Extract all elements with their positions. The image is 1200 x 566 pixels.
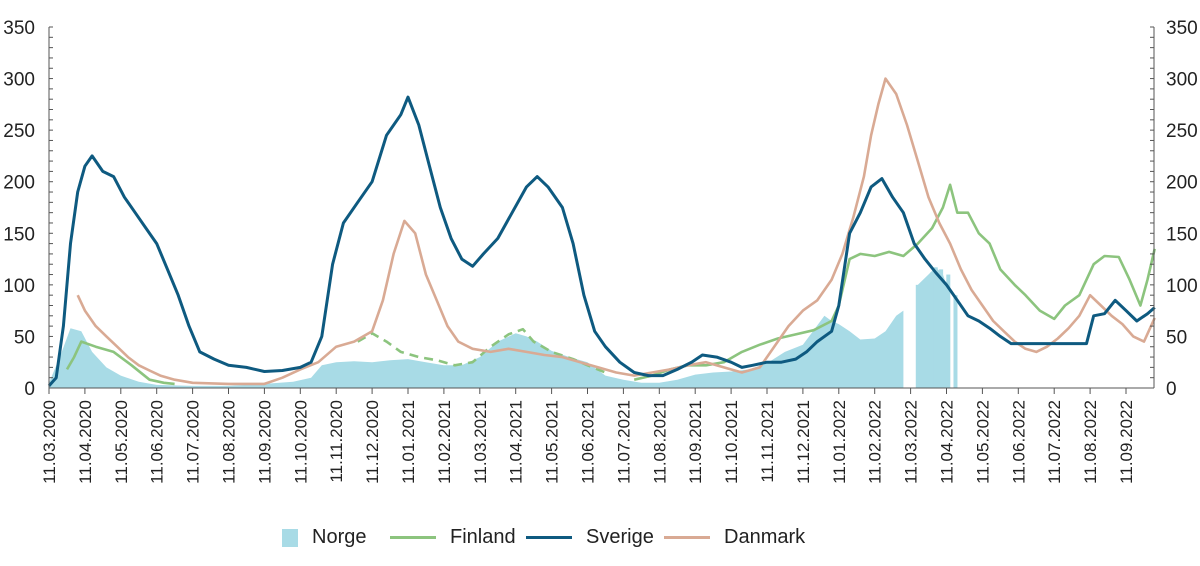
x-tick-label: 11.07.2022 bbox=[1045, 400, 1064, 484]
axes-layer: 0 0 50 50 100 100 150 150 200 200 250 250 300 300 350 3… bbox=[3, 18, 1197, 484]
x-tick-label: 11.09.2021 bbox=[686, 400, 705, 484]
x-tick-label: 11.03.2022 bbox=[902, 400, 921, 484]
y-tick-label-right: 350 bbox=[1166, 18, 1198, 39]
x-tick-label: 11.08.2020 bbox=[220, 400, 239, 484]
legend-item-danmark: Danmark bbox=[664, 526, 805, 549]
legend-swatch-norge bbox=[282, 528, 298, 547]
norge-bar bbox=[926, 276, 931, 388]
x-tick-label: 11.06.2020 bbox=[148, 400, 167, 484]
x-tick-label: 11.02.2022 bbox=[866, 400, 885, 484]
norge-bar bbox=[933, 267, 938, 388]
series-line-sverige bbox=[47, 95, 1156, 387]
y-tick-label-left: 350 bbox=[3, 18, 35, 39]
y-tick-label-right: 250 bbox=[1166, 121, 1198, 142]
norge-bar bbox=[953, 295, 958, 388]
x-tick-label: 11.03.2021 bbox=[471, 400, 490, 484]
x-tick-label: 11.02.2021 bbox=[435, 400, 454, 484]
x-tick-label: 11.05.2020 bbox=[112, 400, 131, 484]
x-tick-label: 11.01.2021 bbox=[399, 400, 418, 484]
norge-bar bbox=[946, 274, 951, 388]
series-line-finland bbox=[65, 340, 175, 386]
y-tick-label-left: 200 bbox=[3, 173, 35, 194]
x-tick-label: 11.11.2020 bbox=[327, 400, 346, 483]
x-tick-label: 11.10.2021 bbox=[722, 400, 741, 484]
x-tick-label: 11.01.2022 bbox=[830, 400, 849, 484]
y-tick-label-right: 150 bbox=[1166, 224, 1198, 245]
y-tick-label-right: 0 bbox=[1166, 379, 1177, 400]
series-line-finland-dashed bbox=[357, 327, 606, 374]
y-tick-label-right: 50 bbox=[1166, 327, 1187, 348]
y-tick-label-left: 0 bbox=[24, 379, 35, 400]
y-tick-label-left: 300 bbox=[3, 70, 35, 91]
x-tick-label: 11.10.2020 bbox=[291, 400, 310, 484]
legend-label-norge: Norge bbox=[312, 526, 367, 548]
legend-swatch-finland bbox=[390, 536, 436, 539]
norge-bar bbox=[930, 272, 935, 388]
series-line-danmark bbox=[76, 77, 1156, 386]
y-tick-label-left: 250 bbox=[3, 121, 35, 142]
x-tick-label: 11.04.2022 bbox=[938, 400, 957, 484]
x-tick-label: 11.03.2020 bbox=[40, 400, 59, 484]
line-layer bbox=[47, 77, 1156, 387]
y-tick-label-left: 150 bbox=[3, 224, 35, 245]
x-tick-label: 11.06.2022 bbox=[1009, 400, 1028, 484]
legend-item-sverige: Sverige bbox=[526, 526, 654, 549]
norge-area-layer bbox=[49, 267, 958, 388]
x-tick-label: 11.05.2021 bbox=[543, 400, 562, 484]
legend: Norge Finland Sverige Danmark bbox=[0, 526, 1200, 556]
legend-label-sverige: Sverige bbox=[586, 526, 654, 548]
x-tick-label: 11.05.2022 bbox=[973, 400, 992, 484]
legend-label-danmark: Danmark bbox=[724, 526, 806, 548]
x-tick-label: 11.04.2021 bbox=[507, 400, 526, 484]
y-tick-label-right: 100 bbox=[1166, 276, 1198, 297]
x-tick-label: 11.09.2020 bbox=[255, 400, 274, 484]
y-tick-label-right: 200 bbox=[1166, 173, 1198, 194]
x-tick-label: 11.12.2021 bbox=[794, 400, 813, 484]
norge-bar bbox=[915, 284, 920, 388]
legend-item-norge: Norge bbox=[282, 526, 366, 549]
x-tick-label: 11.04.2020 bbox=[76, 400, 95, 484]
y-tick-label-right: 300 bbox=[1166, 70, 1198, 91]
y-tick-label-left: 100 bbox=[3, 276, 35, 297]
x-tick-label: 11.09.2022 bbox=[1117, 400, 1136, 484]
x-tick-label: 11.08.2021 bbox=[650, 400, 669, 484]
legend-label-finland: Finland bbox=[450, 526, 516, 548]
series-area-norge bbox=[49, 310, 904, 388]
x-tick-label: 11.07.2021 bbox=[614, 400, 633, 484]
norge-bar bbox=[939, 269, 944, 388]
x-tick-label: 11.07.2020 bbox=[184, 400, 203, 484]
y-tick-label-left: 50 bbox=[14, 327, 35, 348]
legend-swatch-sverige bbox=[526, 536, 572, 539]
x-tick-label: 11.11.2021 bbox=[758, 400, 777, 483]
chart: 0 0 50 50 100 100 150 150 200 200 250 250 300 300 350 3… bbox=[3, 18, 1197, 484]
legend-item-finland: Finland bbox=[390, 526, 516, 549]
legend-swatch-danmark bbox=[664, 536, 710, 539]
x-tick-label: 11.12.2020 bbox=[363, 400, 382, 484]
x-tick-label: 11.06.2021 bbox=[579, 400, 598, 484]
x-tick-label: 11.08.2022 bbox=[1081, 400, 1100, 484]
